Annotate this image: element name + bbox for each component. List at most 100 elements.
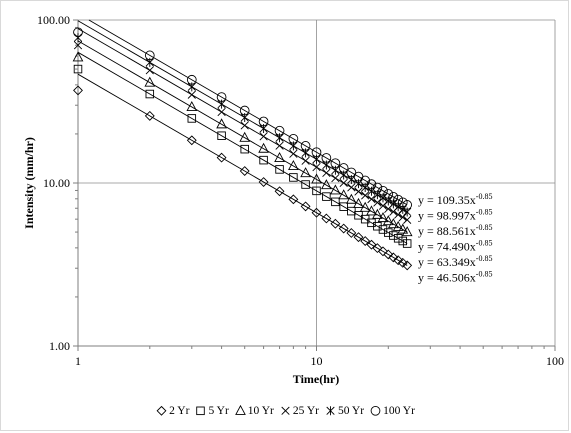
point-triangle: [392, 220, 404, 231]
point-x: [339, 178, 348, 188]
point-diamond: [311, 207, 322, 218]
point-diamond: [397, 257, 408, 268]
point-circle: [144, 50, 155, 61]
legend: 2 Yr 5 Yr 10 Yr 25 Yr 50 Yr 100 Yr: [0, 404, 571, 417]
point-square: [331, 197, 340, 207]
x-tick-label: 10: [311, 354, 323, 368]
diamond-marker-shape: [156, 405, 167, 416]
point-diamond: [258, 177, 269, 187]
y-tick-label: 100.00: [37, 13, 70, 27]
trendline-circle: [88, 19, 408, 206]
point-star: [73, 33, 83, 43]
point-triangle: [397, 223, 409, 234]
point-circle: [330, 158, 341, 169]
point-x: [398, 213, 407, 222]
equation-square: y = 63.349x-0.85: [418, 254, 492, 269]
point-x: [259, 132, 268, 141]
point-triangle: [274, 151, 285, 162]
point-circle: [216, 92, 227, 102]
equation-x: y = 88.561x-0.85: [418, 223, 492, 238]
point-triangle: [186, 100, 198, 112]
point-square: [373, 221, 382, 231]
point-square: [339, 202, 348, 211]
point-diamond: [372, 243, 383, 254]
point-circle: [311, 147, 322, 158]
point-square: [217, 131, 226, 140]
y-tick-label: 1.00: [49, 339, 70, 353]
star-marker-icon: [326, 406, 335, 416]
point-triangle: [321, 179, 332, 190]
point-diamond: [360, 236, 371, 246]
point-circle: [288, 133, 299, 144]
legend-item: 5 Yr: [195, 405, 229, 417]
legend-label: 5 Yr: [208, 405, 229, 417]
point-triangle: [387, 218, 399, 229]
point-x: [145, 66, 154, 75]
point-diamond: [73, 85, 83, 96]
triangle-marker-icon: [234, 404, 246, 415]
point-x: [403, 215, 412, 224]
point-triangle: [353, 197, 364, 208]
point-square: [259, 155, 268, 165]
point-circle: [258, 116, 269, 127]
point-circle: [360, 175, 371, 186]
diamond-marker-icon: [156, 405, 167, 416]
point-diamond: [346, 228, 357, 238]
point-diamond: [338, 223, 349, 234]
y-tick-label: 10.00: [43, 176, 70, 190]
point-diamond: [383, 249, 394, 260]
point-triangle: [346, 193, 357, 204]
legend-label: 10 Yr: [247, 405, 274, 417]
point-square: [393, 234, 403, 243]
point-triangle: [288, 160, 299, 171]
legend-label: 25 Yr: [292, 405, 319, 417]
legend-label: 50 Yr: [337, 405, 365, 417]
series-circle: [73, 27, 413, 210]
legend-item: 25 Yr: [280, 405, 319, 417]
legend-item: 100 Yr: [370, 405, 415, 417]
point-x: [73, 41, 83, 50]
x-axis-title: Time(hr): [293, 372, 339, 386]
point-x: [187, 90, 196, 99]
triangle-marker-shape: [234, 404, 246, 415]
star-marker-shape: [326, 406, 335, 416]
point-circle: [239, 105, 250, 116]
equation-triangle: y = 74.490x-0.85: [418, 239, 492, 254]
point-triangle: [338, 189, 350, 200]
circle-marker-icon: [370, 405, 381, 416]
x-marker-shape: [281, 406, 290, 415]
series-diamond: [73, 85, 413, 271]
legend-label: 100 Yr: [383, 405, 415, 417]
point-diamond: [239, 166, 250, 176]
point-diamond: [330, 218, 341, 229]
point-circle: [346, 167, 357, 178]
point-circle: [393, 194, 404, 205]
equation-diamond: y = 46.506x-0.85: [418, 270, 492, 285]
point-x: [312, 163, 321, 172]
point-square: [322, 192, 331, 201]
point-x: [354, 187, 363, 196]
point-triangle: [359, 201, 371, 212]
point-x: [373, 198, 382, 207]
point-square: [301, 180, 310, 189]
trendline-equations: y = 109.35x-0.85y = 98.997x-0.85y = 88.5…: [418, 192, 492, 285]
point-x: [289, 149, 298, 158]
point-square: [398, 236, 408, 246]
point-diamond: [388, 252, 399, 263]
point-triangle: [311, 173, 322, 184]
point-x: [367, 194, 376, 204]
point-x: [217, 107, 226, 117]
x-marker-icon: [281, 406, 290, 415]
point-x: [331, 174, 340, 183]
point-x: [301, 156, 310, 165]
point-square: [389, 231, 398, 240]
point-diamond: [216, 152, 227, 163]
point-triangle: [216, 118, 227, 129]
point-square: [187, 114, 197, 123]
point-x: [240, 121, 249, 130]
point-circle: [274, 125, 285, 136]
point-diamond: [144, 110, 155, 121]
point-circle: [372, 182, 383, 193]
point-diamond: [186, 135, 197, 146]
x-tick-labels: 1 10 100: [75, 354, 564, 368]
